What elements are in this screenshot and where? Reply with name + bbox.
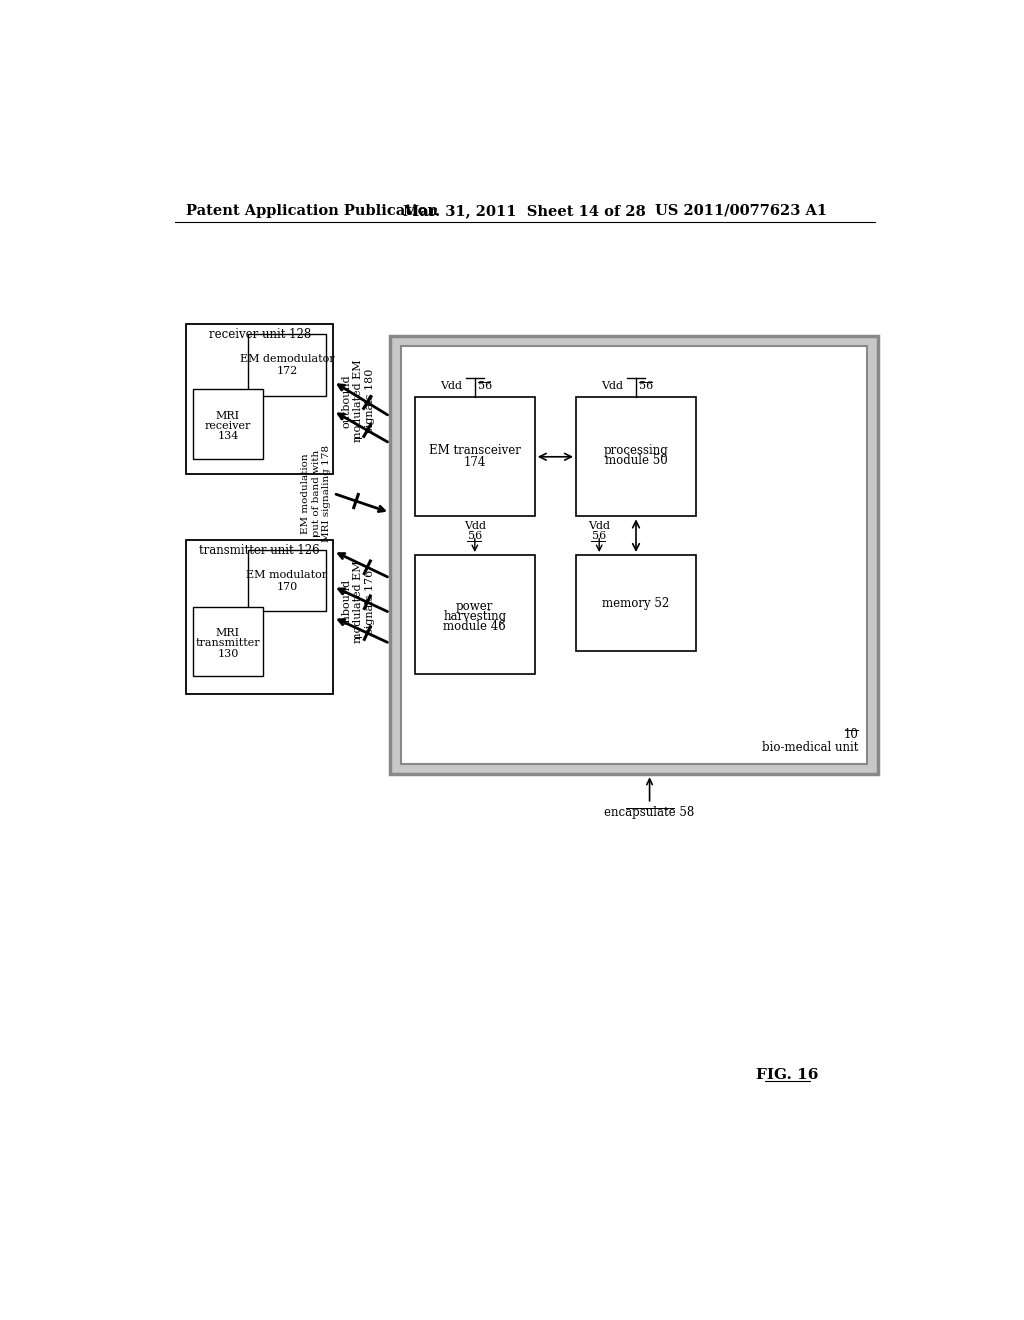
Text: 56: 56 <box>478 381 493 391</box>
Text: 56: 56 <box>468 532 482 541</box>
Text: inbound
modulated EM
signals 176: inbound modulated EM signals 176 <box>342 561 375 643</box>
Text: receiver unit 128: receiver unit 128 <box>209 329 311 342</box>
Text: module 46: module 46 <box>443 620 506 634</box>
Text: outbound
modulated EM
signals 180: outbound modulated EM signals 180 <box>342 359 375 442</box>
Text: encapsulate 58: encapsulate 58 <box>604 807 694 820</box>
Text: Vdd: Vdd <box>588 520 610 531</box>
Text: 56: 56 <box>592 532 606 541</box>
Text: Vdd: Vdd <box>439 381 462 391</box>
Text: US 2011/0077623 A1: US 2011/0077623 A1 <box>655 203 827 218</box>
Bar <box>415 554 535 675</box>
Text: Vdd: Vdd <box>601 381 623 391</box>
Bar <box>415 397 535 516</box>
Text: 170: 170 <box>276 582 298 591</box>
Text: Patent Application Publication: Patent Application Publication <box>186 203 438 218</box>
Text: EM modulation
out of band with
MRI signaling 178: EM modulation out of band with MRI signa… <box>301 445 331 541</box>
Text: 134: 134 <box>217 432 239 441</box>
Bar <box>575 554 696 651</box>
Text: transmitter unit 126: transmitter unit 126 <box>200 544 321 557</box>
Text: Vdd: Vdd <box>464 520 485 531</box>
Text: 10: 10 <box>844 727 859 741</box>
Bar <box>194 607 263 676</box>
Bar <box>390 335 879 775</box>
Bar <box>186 323 334 474</box>
Text: FIG. 16: FIG. 16 <box>756 1068 818 1081</box>
Bar <box>575 397 696 516</box>
Text: memory 52: memory 52 <box>602 597 670 610</box>
Bar <box>248 549 326 611</box>
Bar <box>194 389 263 459</box>
Text: bio-medical unit: bio-medical unit <box>763 741 859 754</box>
Text: 174: 174 <box>464 457 486 470</box>
Text: receiver: receiver <box>205 421 251 432</box>
Text: processing: processing <box>603 444 669 457</box>
Text: MRI: MRI <box>216 628 240 639</box>
Bar <box>248 334 326 396</box>
Text: 172: 172 <box>276 366 298 376</box>
Text: power: power <box>456 601 494 614</box>
Bar <box>186 540 334 693</box>
Text: harvesting: harvesting <box>443 610 507 623</box>
Text: EM demodulator: EM demodulator <box>240 354 334 364</box>
Text: 130: 130 <box>217 649 239 659</box>
Text: EM modulator: EM modulator <box>247 570 328 579</box>
Text: 56: 56 <box>639 381 653 391</box>
Bar <box>400 346 867 763</box>
Text: module 50: module 50 <box>604 454 668 467</box>
Text: Mar. 31, 2011  Sheet 14 of 28: Mar. 31, 2011 Sheet 14 of 28 <box>403 203 646 218</box>
Text: EM transceiver: EM transceiver <box>429 444 521 457</box>
Text: transmitter: transmitter <box>196 639 260 648</box>
Text: MRI: MRI <box>216 412 240 421</box>
